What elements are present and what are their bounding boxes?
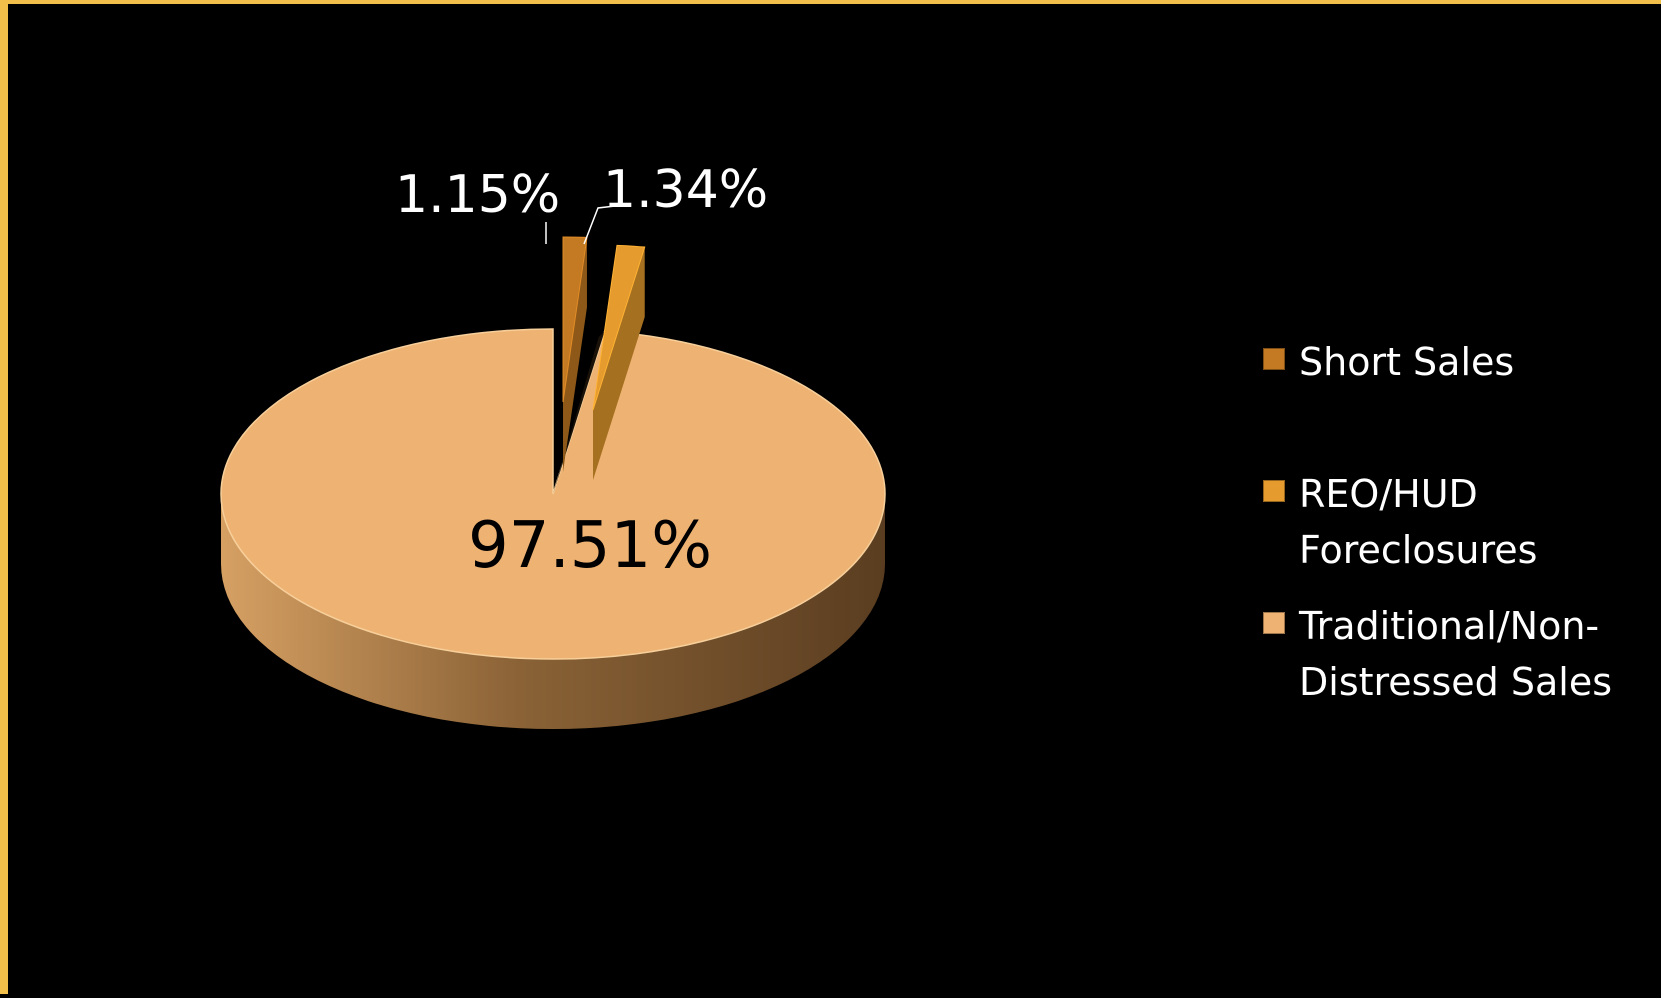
legend-swatch-traditional — [1263, 612, 1285, 634]
legend-item-short-sales: Short Sales — [1263, 334, 1659, 390]
pie-slice-traditional — [220, 328, 886, 660]
legend-label-short-sales: Short Sales — [1299, 340, 1515, 384]
pie-slice-reo-hud — [592, 244, 646, 411]
data-label-reo-hud: 1.34% — [603, 160, 769, 220]
legend-label-traditional: Traditional/Non-Distressed Sales — [1299, 604, 1612, 704]
pie-slice-traditional-side — [221, 494, 885, 729]
legend-swatch-reo-hud — [1263, 480, 1285, 502]
data-label-traditional: 97.51% — [468, 509, 713, 583]
legend-item-reo-hud: REO/HUD Foreclosures — [1263, 466, 1659, 578]
legend-swatch-short-sales — [1263, 348, 1285, 370]
pie-slice-short-sales-side — [563, 237, 587, 472]
pie-slice-reo-hud-side — [593, 247, 645, 480]
legend-item-traditional: Traditional/Non-Distressed Sales — [1263, 598, 1659, 710]
data-label-short-sales: 1.15% — [395, 165, 561, 225]
leader-line-reo-hud — [583, 205, 616, 245]
pie-gap-wall — [553, 331, 605, 494]
legend-label-reo-hud: REO/HUD Foreclosures — [1299, 472, 1538, 572]
pie-chart — [220, 205, 886, 729]
